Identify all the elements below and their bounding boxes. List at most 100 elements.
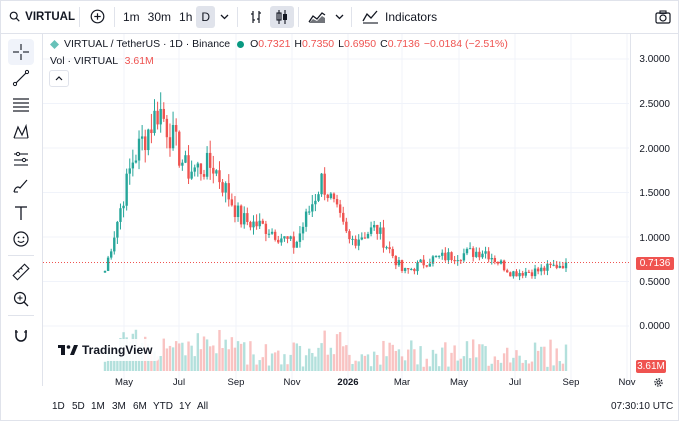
symbol-search[interactable]: VIRTUAL — [0, 0, 75, 33]
range-1m[interactable]: 1M — [91, 401, 105, 412]
pair-title[interactable]: VIRTUAL / TetherUS · 1D · Binance — [64, 38, 231, 50]
volume-bar — [218, 329, 221, 371]
candle-body — [478, 251, 481, 258]
volume-bar — [304, 355, 308, 371]
ruler-tool[interactable] — [10, 261, 32, 283]
low-label: L — [338, 38, 344, 50]
volume-bar — [113, 355, 116, 371]
fib-tool[interactable] — [10, 94, 32, 116]
trend-line-tool[interactable] — [10, 67, 32, 89]
volume-value: 3.61M — [124, 55, 154, 67]
volume-bar — [450, 352, 453, 371]
candle-body — [292, 236, 295, 248]
candle-body — [301, 226, 305, 234]
range-5d[interactable]: 5D — [72, 401, 85, 412]
interval-1m[interactable]: 1m — [123, 9, 140, 24]
top-toolbar: VIRTUAL 1m 30m 1h D Indicators — [0, 0, 679, 34]
candle-body — [540, 267, 543, 272]
collapse-legend-button[interactable] — [49, 70, 69, 87]
brush-tool[interactable] — [10, 175, 32, 197]
close-label: C — [380, 38, 388, 50]
volume-bar — [475, 357, 478, 371]
tradingview-watermark[interactable]: TradingView — [52, 339, 160, 361]
interval-dropdown[interactable] — [215, 0, 233, 33]
volume-bar — [332, 354, 336, 371]
volume-bar — [400, 356, 404, 371]
volume-bar — [239, 343, 243, 371]
interval-30m[interactable]: 30m — [147, 9, 172, 24]
indicators-icon — [362, 10, 379, 24]
candle-body — [264, 223, 268, 234]
emoji-tool[interactable] — [10, 228, 32, 250]
volume-bar — [369, 366, 373, 371]
range-1d[interactable]: 1D — [52, 401, 65, 412]
candle-body — [137, 138, 141, 161]
indicators-button[interactable]: Indicators — [356, 0, 443, 33]
zoom-in-icon — [13, 291, 29, 307]
candle-body — [471, 248, 475, 257]
candle-body — [178, 131, 181, 166]
bar-chart-type-button[interactable] — [242, 0, 270, 33]
candle-body — [122, 205, 125, 209]
candle-body — [190, 171, 193, 179]
add-symbol-button[interactable] — [84, 0, 110, 33]
volume-bar — [546, 366, 549, 371]
range-ytd[interactable]: YTD — [153, 401, 173, 412]
price-chart[interactable] — [43, 34, 629, 386]
volume-bar — [212, 345, 215, 371]
candle-body — [147, 129, 150, 151]
volume-bar — [410, 340, 413, 371]
candle-body — [546, 263, 549, 271]
axis-settings-button[interactable] — [651, 375, 665, 389]
candle-body — [125, 173, 128, 206]
zoom-tool[interactable] — [10, 288, 32, 310]
candle-body — [431, 256, 435, 264]
volume-bar — [512, 357, 515, 371]
candle-body — [462, 253, 466, 261]
candle-body — [391, 249, 394, 257]
interval-d[interactable]: D — [196, 5, 216, 28]
candle-body — [168, 137, 172, 149]
candle-body — [521, 273, 524, 276]
candle-body — [555, 264, 558, 268]
candle-body — [270, 231, 274, 234]
range-all[interactable]: All — [197, 401, 209, 412]
price-axis[interactable]: 3.0000 2.5000 2.0000 1.5000 1.0000 0.500… — [630, 34, 679, 389]
pattern-tool[interactable] — [10, 121, 32, 143]
magnet-tool[interactable] — [10, 324, 32, 346]
volume-bar — [372, 351, 376, 371]
crosshair-tool[interactable] — [8, 39, 34, 65]
range-3m[interactable]: 3M — [112, 401, 126, 412]
gear-icon — [653, 377, 663, 387]
volume-bar — [199, 349, 203, 371]
forecast-tool[interactable] — [10, 148, 32, 170]
volume-bar — [246, 364, 249, 371]
candle-body — [174, 125, 178, 132]
volume-bar — [103, 361, 107, 371]
chart-type-dropdown[interactable] — [331, 0, 347, 33]
volume-bar — [357, 361, 360, 371]
candle-body — [422, 259, 425, 266]
text-tool[interactable] — [10, 202, 32, 224]
volume-bar — [230, 337, 234, 371]
candle-body — [236, 205, 240, 218]
volume-bar — [391, 344, 394, 371]
volume-bar — [462, 356, 466, 371]
utc-clock[interactable]: 07:30:10 UTC — [611, 401, 674, 412]
candle-body — [419, 259, 422, 263]
volume-bar — [431, 349, 435, 371]
candle-body — [144, 136, 147, 151]
candle-body — [252, 221, 255, 228]
volume-bar — [298, 345, 302, 371]
candle-chart-type-button[interactable] — [270, 5, 295, 28]
range-6m[interactable]: 6M — [133, 401, 147, 412]
range-1y[interactable]: 1Y — [179, 401, 192, 412]
volume-bar — [515, 350, 518, 371]
area-chart-type-button[interactable] — [303, 0, 331, 33]
interval-1h[interactable]: 1h — [179, 9, 193, 24]
volume-legend: Vol · VIRTUAL 3.61M — [50, 55, 154, 67]
snapshot-button[interactable] — [655, 0, 673, 33]
candle-body — [295, 241, 299, 248]
volume-bar — [338, 332, 342, 371]
volume-bar — [354, 360, 357, 371]
